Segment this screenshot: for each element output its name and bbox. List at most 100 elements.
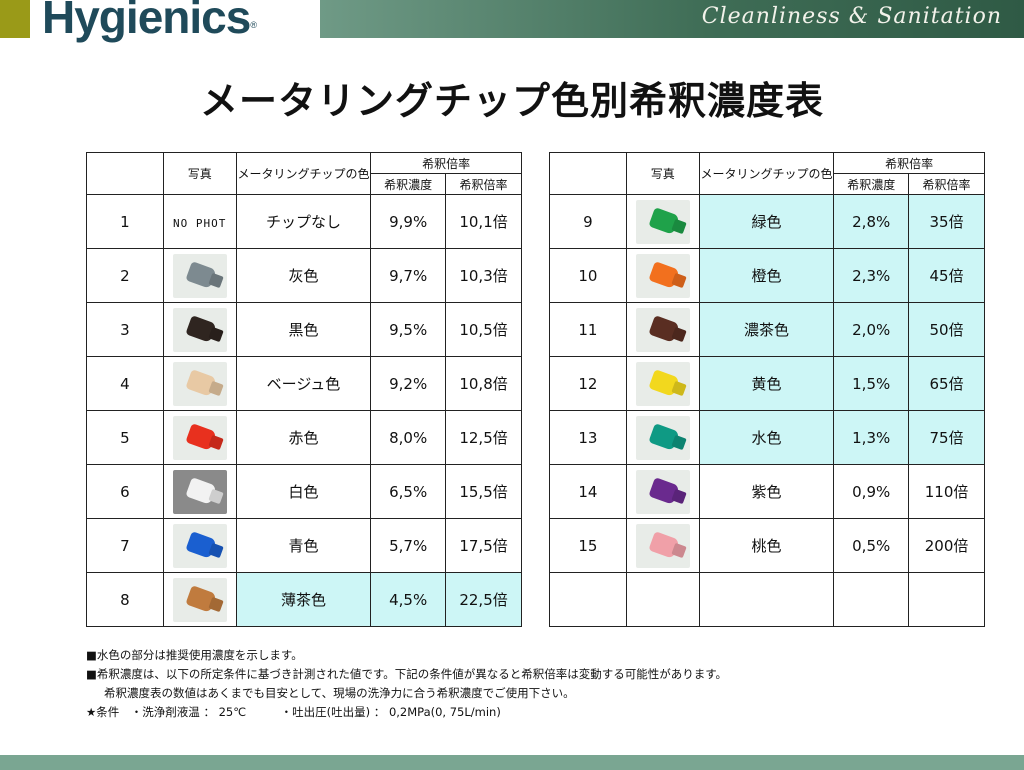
tip-color-name: 濃茶色 xyxy=(698,302,835,357)
metering-tip-icon xyxy=(648,206,680,235)
dilution-concentration: 5,7% xyxy=(370,518,447,573)
header-no xyxy=(86,152,164,195)
tip-color-name: 桃色 xyxy=(698,518,835,573)
metering-tip-image xyxy=(635,415,690,460)
metering-tip-icon xyxy=(185,476,217,505)
tip-photo-cell xyxy=(625,248,700,303)
metering-tip-image xyxy=(635,307,690,352)
header-color: メータリングチップの色 xyxy=(698,152,835,195)
note-line: ★条件 ・洗浄剤液温 ： 25℃ ・吐出圧(吐出量) ： 0,2MPa(0, 7… xyxy=(86,705,501,719)
tip-photo-cell xyxy=(162,356,237,411)
table-row: 12 黄色 1,5% 65倍 xyxy=(549,356,985,411)
row-number: 12 xyxy=(549,356,627,411)
dilution-concentration xyxy=(833,572,910,627)
dilution-concentration: 2,3% xyxy=(833,248,910,303)
hygienics-logo: Hygienics® xyxy=(42,0,257,43)
tip-photo-cell xyxy=(625,464,700,519)
tip-color-name xyxy=(698,572,835,627)
tip-photo-cell xyxy=(625,356,700,411)
header-ratio: 希釈倍率 xyxy=(445,173,522,195)
metering-tip-image xyxy=(172,577,227,622)
dilution-concentration: 6,5% xyxy=(370,464,447,519)
row-number: 14 xyxy=(549,464,627,519)
metering-tip-image xyxy=(635,199,690,244)
metering-tip-icon xyxy=(185,368,217,397)
dilution-ratio: 35倍 xyxy=(908,194,985,249)
dilution-ratio: 75倍 xyxy=(908,410,985,465)
dilution-ratio: 10,3倍 xyxy=(445,248,522,303)
metering-tip-icon xyxy=(648,314,680,343)
tip-photo-cell xyxy=(625,302,700,357)
tip-photo-cell xyxy=(162,572,237,627)
metering-tip-image xyxy=(635,253,690,298)
metering-tip-icon xyxy=(648,368,680,397)
dilution-ratio: 15,5倍 xyxy=(445,464,522,519)
tip-photo-cell xyxy=(162,518,237,573)
metering-tip-image xyxy=(172,307,227,352)
table-row: 5 赤色 8,0% 12,5倍 xyxy=(86,410,522,465)
table-row: 7 青色 5,7% 17,5倍 xyxy=(86,518,522,573)
dilution-ratio: 10,5倍 xyxy=(445,302,522,357)
metering-tip-icon xyxy=(648,260,680,289)
tip-photo-cell xyxy=(162,410,237,465)
tip-color-name: チップなし xyxy=(235,194,372,249)
row-number: 10 xyxy=(549,248,627,303)
table-row: 4 ベージュ色 9,2% 10,8倍 xyxy=(86,356,522,411)
tip-color-name: 白色 xyxy=(235,464,372,519)
dilution-concentration: 0,9% xyxy=(833,464,910,519)
metering-tip-image xyxy=(635,523,690,568)
tip-photo-cell xyxy=(625,194,700,249)
header-accent-bar xyxy=(0,0,30,38)
dilution-table-left: 写真 メータリングチップの色 希釈倍率 希釈濃度 希釈倍率 1 NO PHOT チッ… xyxy=(86,152,522,627)
tip-color-name: 紫色 xyxy=(698,464,835,519)
dilution-concentration: 2,8% xyxy=(833,194,910,249)
table-row: 14 紫色 0,9% 110倍 xyxy=(549,464,985,519)
tip-color-name: 緑色 xyxy=(698,194,835,249)
tip-color-name: 灰色 xyxy=(235,248,372,303)
metering-tip-icon xyxy=(185,584,217,613)
header-concentration: 希釈濃度 xyxy=(833,173,910,195)
tip-color-name: 赤色 xyxy=(235,410,372,465)
row-number: 1 xyxy=(86,194,164,249)
dilution-concentration: 9,9% xyxy=(370,194,447,249)
note-line: ■希釈濃度は、以下の所定条件に基づき計測された値です。下記の条件値が異なると希釈… xyxy=(86,667,728,681)
metering-tip-image xyxy=(172,523,227,568)
dilution-concentration: 9,7% xyxy=(370,248,447,303)
dilution-ratio: 22,5倍 xyxy=(445,572,522,627)
dilution-ratio: 200倍 xyxy=(908,518,985,573)
tip-photo-cell xyxy=(162,302,237,357)
row-number: 5 xyxy=(86,410,164,465)
dilution-ratio: 110倍 xyxy=(908,464,985,519)
metering-tip-image xyxy=(635,469,690,514)
dilution-ratio: 65倍 xyxy=(908,356,985,411)
dilution-ratio: 10,1倍 xyxy=(445,194,522,249)
table-row: 3 黒色 9,5% 10,5倍 xyxy=(86,302,522,357)
no-photo-label: NO PHOT xyxy=(173,216,227,230)
dilution-concentration: 0,5% xyxy=(833,518,910,573)
table-row: 13 水色 1,3% 75倍 xyxy=(549,410,985,465)
metering-tip-icon xyxy=(185,314,217,343)
tagline: Cleanliness & Sanitation xyxy=(701,4,1002,29)
metering-tip-image xyxy=(635,361,690,406)
tip-photo-cell xyxy=(162,464,237,519)
metering-tip-icon xyxy=(648,530,680,559)
header-no xyxy=(549,152,627,195)
row-number xyxy=(549,572,627,627)
table-row: 9 緑色 2,8% 35倍 xyxy=(549,194,985,249)
metering-tip-icon xyxy=(648,476,680,505)
page-title: メータリングチップ色別希釈濃度表 xyxy=(199,79,824,123)
row-number: 4 xyxy=(86,356,164,411)
metering-tip-image xyxy=(172,253,227,298)
metering-tip-icon xyxy=(185,422,217,451)
header-color: メータリングチップの色 xyxy=(235,152,372,195)
tip-color-name: 青色 xyxy=(235,518,372,573)
row-number: 6 xyxy=(86,464,164,519)
dilution-concentration: 1,5% xyxy=(833,356,910,411)
table-row: 6 白色 6,5% 15,5倍 xyxy=(86,464,522,519)
dilution-concentration: 4,5% xyxy=(370,572,447,627)
table-row: 8 薄茶色 4,5% 22,5倍 xyxy=(86,572,522,627)
metering-tip-image xyxy=(172,469,227,514)
row-number: 15 xyxy=(549,518,627,573)
dilution-table-right: 写真 メータリングチップの色 希釈倍率 希釈濃度 希釈倍率 9 緑色 2,8% 35倍… xyxy=(549,152,985,627)
header-photo: 写真 xyxy=(162,152,237,195)
